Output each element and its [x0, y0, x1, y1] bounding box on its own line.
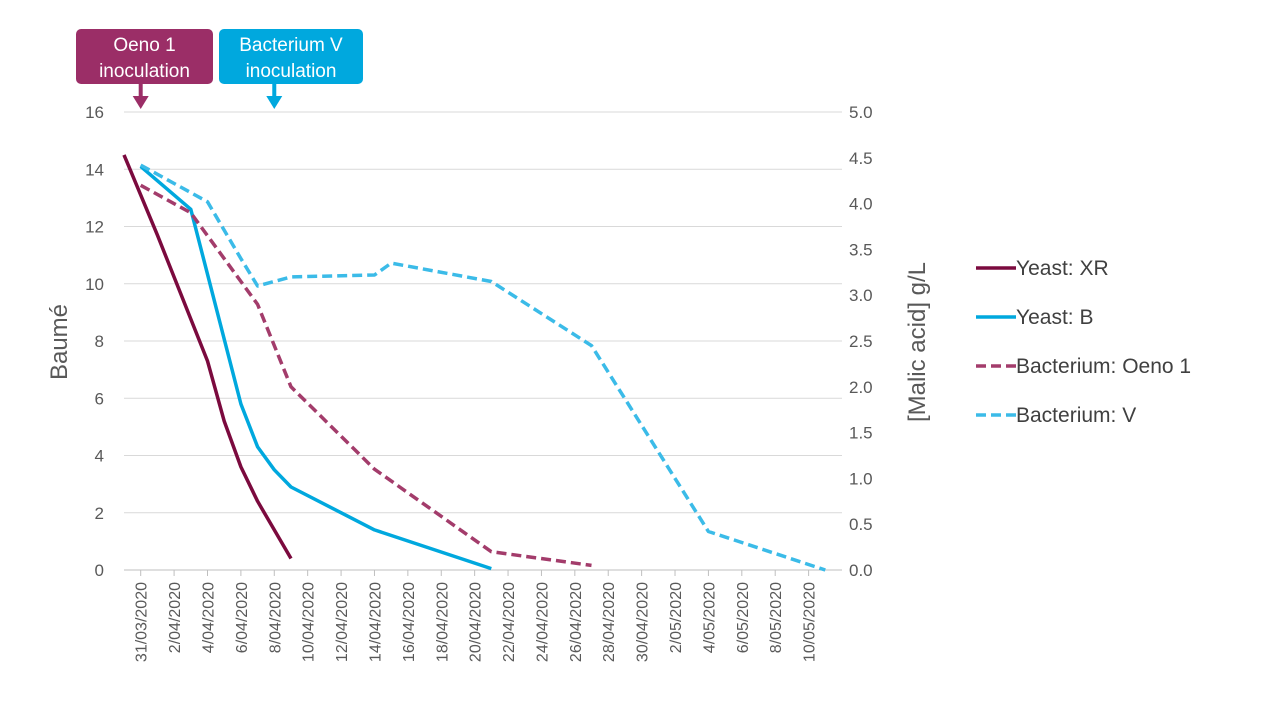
- legend-item[interactable]: Bacterium: Oeno 1: [976, 355, 1191, 378]
- callout-text: Oeno 1: [113, 35, 175, 56]
- right-axis-tick-label: 1.0: [849, 469, 873, 488]
- right-axis-tick-label: 2.0: [849, 378, 873, 397]
- left-axis-tick-label: 6: [95, 389, 104, 408]
- right-axis-tick-label: 0.5: [849, 515, 873, 534]
- callout-arrow-head: [266, 96, 283, 109]
- right-axis-title: [Malic acid] g/L: [904, 262, 931, 422]
- x-axis-tick-label: 31/03/2020: [134, 582, 151, 662]
- x-axis-tick-label: 26/04/2020: [568, 582, 585, 662]
- legend-label: Yeast: B: [1016, 306, 1093, 329]
- x-axis-tick-label: 24/04/2020: [534, 582, 551, 662]
- left-axis-tick-label: 2: [95, 504, 104, 523]
- legend-item[interactable]: Bacterium: V: [976, 404, 1136, 427]
- left-axis-tick-label: 10: [85, 275, 104, 294]
- right-axis-tick-label: 3.5: [849, 240, 873, 259]
- gridlines: [124, 111, 842, 571]
- right-axis-tick-label: 4.5: [849, 149, 873, 168]
- x-axis-tick-label: 20/04/2020: [468, 582, 485, 662]
- x-axis-tick-label: 4/05/2020: [701, 582, 718, 653]
- x-axis-tick-label: 16/04/2020: [401, 582, 418, 662]
- left-axis-tick-label: 4: [95, 447, 104, 466]
- x-axis-tick-label: 30/04/2020: [635, 582, 652, 662]
- legend-label: Yeast: XR: [1016, 257, 1109, 280]
- x-axis-tick-label: 10/05/2020: [802, 582, 819, 662]
- left-axis-title: Baumé: [46, 304, 73, 380]
- left-axis-tick-label: 16: [85, 103, 104, 122]
- series-line-3: [139, 183, 592, 568]
- callout-text: Bacterium V: [239, 35, 343, 56]
- series-lines: [122, 154, 826, 572]
- right-axis-tick-label: 1.5: [849, 424, 873, 443]
- inoculation-callouts: Oeno 1 inoculation Bacterium V inoculation: [76, 29, 363, 109]
- x-axis-tick-label: 6/04/2020: [234, 582, 251, 653]
- callout-2: Bacterium V inoculation: [219, 29, 363, 109]
- series-line-2: [139, 165, 492, 571]
- callout-arrow-head: [132, 96, 149, 109]
- x-axis-tick-label: 6/05/2020: [735, 582, 752, 653]
- x-axis-ticks: 31/03/2020 2/04/2020 4/04/2020 6/04/2020 8/0…: [134, 570, 819, 662]
- legend[interactable]: Yeast: XR Yeast: B Bacterium: Oeno 1 Bacter…: [976, 257, 1191, 427]
- legend-label: Bacterium: V: [1016, 404, 1136, 427]
- x-axis-tick-label: 2/04/2020: [167, 582, 184, 653]
- callout-box: [219, 29, 363, 84]
- right-axis-tick-label: 4.0: [849, 195, 873, 214]
- series-line-4: [139, 163, 826, 572]
- x-axis-tick-label: 22/04/2020: [501, 582, 518, 662]
- right-axis-tick-label: 0.0: [849, 561, 873, 580]
- series-line-1: [122, 154, 293, 560]
- legend-label: Bacterium: Oeno 1: [1016, 355, 1191, 378]
- x-axis-tick-label: 14/04/2020: [367, 582, 384, 662]
- callout-text: inoculation: [246, 61, 337, 82]
- x-axis-tick-label: 28/04/2020: [601, 582, 618, 662]
- legend-item[interactable]: Yeast: B: [976, 306, 1093, 329]
- callout-text: inoculation: [99, 61, 190, 82]
- left-axis-tick-label: 12: [85, 218, 104, 237]
- x-axis-tick-label: 8/05/2020: [768, 582, 785, 653]
- callout-1: Oeno 1 inoculation: [76, 29, 213, 109]
- left-axis-ticks: 0 2 4 6 8 10 12 14 16: [85, 103, 104, 580]
- x-axis-tick-label: 18/04/2020: [434, 582, 451, 662]
- right-axis-tick-label: 5.0: [849, 103, 873, 122]
- right-axis-tick-label: 2.5: [849, 332, 873, 351]
- x-axis-tick-label: 12/04/2020: [334, 582, 351, 662]
- x-axis-tick-label: 8/04/2020: [267, 582, 284, 653]
- x-axis-tick-label: 10/04/2020: [301, 582, 318, 662]
- callout-box: [76, 29, 213, 84]
- left-axis-tick-label: 8: [95, 332, 104, 351]
- legend-item[interactable]: Yeast: XR: [976, 257, 1109, 280]
- left-axis-tick-label: 14: [85, 160, 104, 179]
- right-axis-tick-label: 3.0: [849, 286, 873, 305]
- x-axis-tick-label: 2/05/2020: [668, 582, 685, 653]
- left-axis-tick-label: 0: [95, 561, 104, 580]
- right-axis-ticks: 0.0 0.5 1.0 1.5 2.0 2.5 3.0 3.5 4.0 4.5 5.0: [849, 103, 873, 580]
- x-axis-tick-label: 4/04/2020: [200, 582, 217, 653]
